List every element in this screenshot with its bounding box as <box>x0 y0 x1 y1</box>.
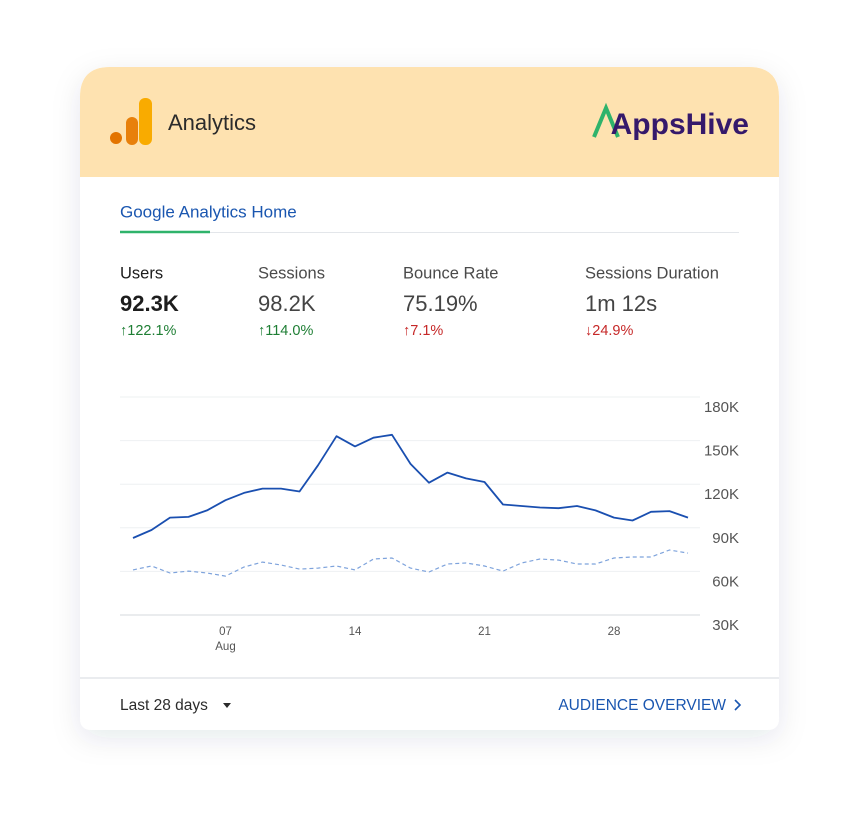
metric-value: 75.19% <box>403 291 478 316</box>
x-tick-label: 14 <box>349 626 362 638</box>
y-tick-label: 150K <box>704 443 739 460</box>
y-tick-label: 90K <box>712 530 739 547</box>
dropdown-icon[interactable] <box>223 703 231 708</box>
brand-mark <box>592 102 620 138</box>
comparison-line <box>132 549 689 577</box>
metric-value: 92.3K <box>120 291 179 316</box>
y-tick-label: 60K <box>712 573 739 590</box>
audience-link[interactable]: AUDIENCE OVERVIEW <box>558 697 726 714</box>
metric-value: 98.2K <box>258 291 316 316</box>
series-line <box>132 433 689 539</box>
metric-change: ↑122.1% <box>120 323 177 339</box>
y-tick-label: 180K <box>704 399 739 416</box>
metric-change: ↑114.0% <box>258 323 313 339</box>
header-title: Analytics <box>168 110 256 135</box>
date-range[interactable]: Last 28 days <box>120 697 208 714</box>
chevron-icon[interactable] <box>734 699 742 711</box>
x-tick-label: 21 <box>478 626 491 638</box>
metric-label: Users <box>120 264 163 282</box>
metric-label: Sessions Duration <box>585 264 719 282</box>
y-tick-label: 30K <box>712 617 739 634</box>
y-tick-label: 120K <box>704 486 739 503</box>
metric-label: Bounce Rate <box>403 264 498 282</box>
x-tick-label: 07 <box>219 626 232 638</box>
metric-value: 1m 12s <box>585 291 657 316</box>
metric-change: ↓24.9% <box>585 323 633 339</box>
tab-label[interactable]: Google Analytics Home <box>120 202 297 221</box>
x-tick-label: 28 <box>608 626 621 638</box>
x-month-label: Aug <box>215 641 235 653</box>
metric-change: ↑7.1% <box>403 323 443 339</box>
metric-label: Sessions <box>258 264 325 282</box>
brand-logo: AppsHive <box>611 108 749 141</box>
analytics-logo <box>110 98 152 145</box>
card-header <box>80 67 779 177</box>
